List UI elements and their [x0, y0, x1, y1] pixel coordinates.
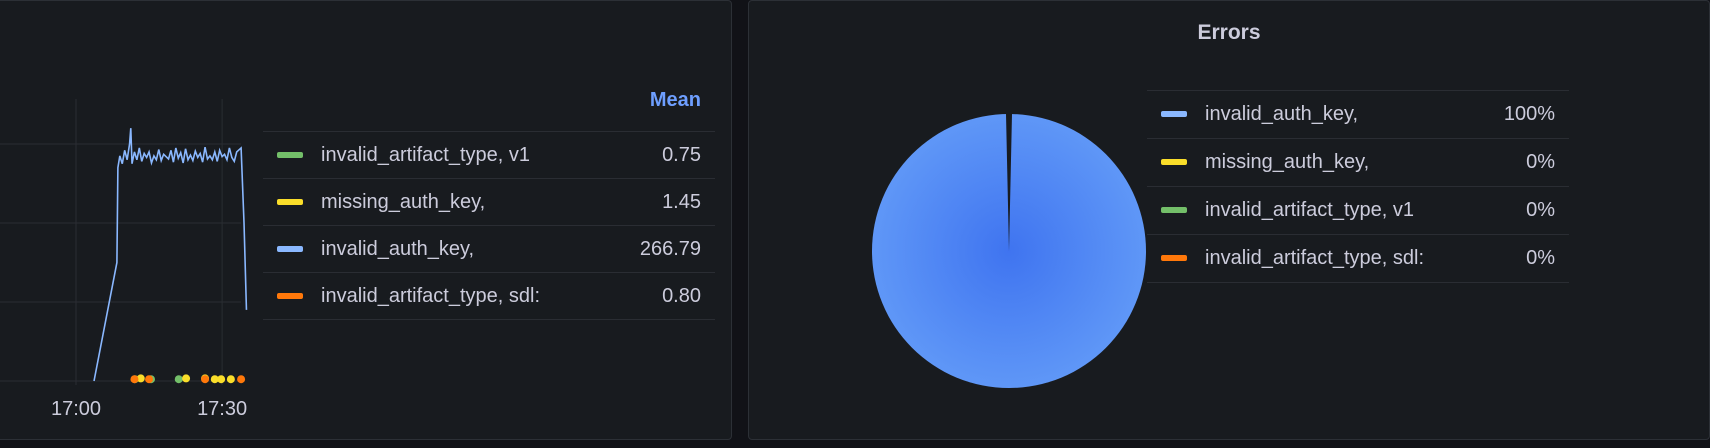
legend-swatch-icon: [1161, 111, 1187, 117]
series-point: [226, 375, 235, 384]
series-point: [130, 375, 139, 384]
legend-percent: 0%: [1526, 246, 1555, 269]
legend-label: invalid_artifact_type, sdl:: [1205, 246, 1425, 269]
legend-swatch-icon: [1161, 159, 1187, 165]
errors-pie-panel: Errors invalid_auth_key, 100% missing_auth…: [748, 0, 1710, 440]
panel-title: Errors: [1197, 21, 1261, 44]
legend-mean-header[interactable]: Mean: [649, 89, 701, 111]
series-point: [210, 375, 219, 384]
legend-label: invalid_artifact_type, v1: [1205, 198, 1415, 221]
legend-swatch-icon: [277, 246, 303, 252]
legend-mean-value: 0.75: [662, 143, 701, 166]
legend-divider: [263, 319, 715, 320]
pie-slice-gap: [1006, 114, 1012, 251]
legend-swatch-icon: [1161, 207, 1187, 213]
legend-mean-value: 266.79: [639, 237, 701, 260]
timeseries-panel: 17:00 17:30 Mean invalid_artifact_type, v…: [0, 0, 732, 440]
legend-item[interactable]: invalid_auth_key, 266.79: [263, 225, 715, 272]
series-point: [237, 375, 246, 384]
legend-divider: [1147, 282, 1569, 283]
series-point: [174, 375, 183, 384]
legend-mean-value: 0.80: [662, 284, 701, 307]
series-point: [201, 375, 210, 384]
legend-item[interactable]: invalid_auth_key, 100%: [1147, 90, 1569, 137]
series-point: [217, 375, 226, 384]
legend-item[interactable]: invalid_artifact_type, sdl: 0%: [1147, 234, 1569, 281]
x-tick-label: 17:00: [51, 398, 101, 420]
timeseries-plot: 17:00 17:30: [0, 99, 248, 420]
legend-label: invalid_auth_key,: [321, 237, 475, 260]
legend-label: invalid_artifact_type, sdl:: [321, 284, 541, 307]
legend-mean-value: 1.45: [662, 190, 701, 213]
series-point: [145, 375, 154, 384]
legend-label: invalid_artifact_type, v1: [321, 143, 531, 166]
legend-item[interactable]: invalid_artifact_type, v1 0.75: [263, 131, 715, 178]
pie-chart: [872, 114, 1146, 388]
legend-item[interactable]: invalid_artifact_type, v1 0%: [1147, 186, 1569, 233]
legend-swatch-icon: [277, 293, 303, 299]
legend-swatch-icon: [277, 152, 303, 158]
legend-item[interactable]: invalid_artifact_type, sdl: 0.80: [263, 272, 715, 319]
legend-label: missing_auth_key,: [321, 190, 486, 213]
pie-legend: invalid_auth_key, 100% missing_auth_key, 0%…: [1147, 90, 1569, 283]
legend-label: invalid_auth_key,: [1205, 102, 1359, 125]
series-point: [182, 374, 191, 383]
legend-item[interactable]: missing_auth_key, 0%: [1147, 138, 1569, 185]
legend-item[interactable]: missing_auth_key, 1.45: [263, 178, 715, 225]
legend-swatch-icon: [277, 199, 303, 205]
legend-percent: 100%: [1503, 102, 1555, 125]
legend-label: missing_auth_key,: [1205, 150, 1370, 173]
legend-percent: 0%: [1526, 150, 1555, 173]
legend-swatch-icon: [1161, 255, 1187, 261]
timeseries-legend: Mean invalid_artifact_type, v1 0.75 missin…: [263, 89, 715, 321]
x-tick-label: 17:30: [197, 398, 247, 420]
series-point: [136, 374, 145, 383]
legend-percent: 0%: [1526, 198, 1555, 221]
series-line: [93, 128, 248, 382]
